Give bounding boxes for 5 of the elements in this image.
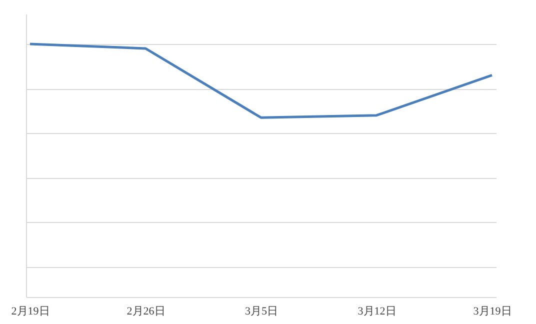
- x-tick-label: 2月19日: [11, 306, 50, 318]
- x-tick-label: 3月12日: [358, 306, 396, 318]
- x-tick-label: 3月19日: [473, 306, 512, 318]
- x-tick-label: 2月26日: [126, 306, 166, 318]
- x-tick-label: 3月5日: [245, 306, 278, 318]
